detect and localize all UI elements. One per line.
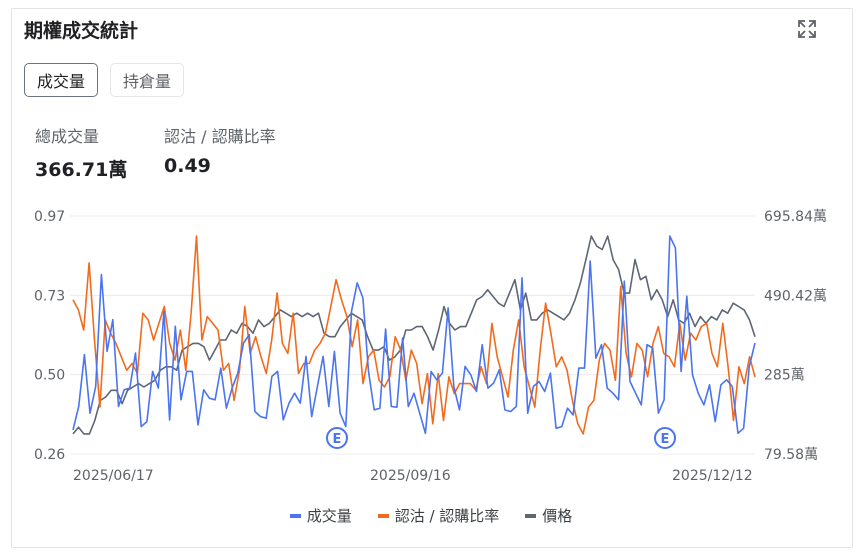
chart-legend: 成交量 認沽 / 認購比率 價格: [0, 505, 862, 526]
legend-swatch: [289, 513, 301, 518]
legend-item-volume[interactable]: 成交量: [289, 505, 352, 526]
event-marker-label: E: [661, 432, 670, 447]
total-volume-label: 總成交量: [35, 127, 100, 146]
legend-item-price[interactable]: 價格: [525, 505, 572, 526]
right-axis-tick: 285萬: [764, 368, 805, 384]
total-volume-value: 366.71萬: [35, 159, 128, 181]
event-marker-label: E: [333, 432, 342, 447]
series-line-put-call-ratio: [72, 235, 756, 435]
left-axis-tick: 0.73: [34, 288, 65, 304]
tab-open-interest[interactable]: 持倉量: [110, 63, 185, 97]
series-line-volume: [72, 235, 756, 435]
legend-label: 價格: [542, 507, 573, 525]
legend-item-put-call-ratio[interactable]: 認沽 / 認購比率: [377, 505, 500, 526]
metric-tabs: 成交量 持倉量: [24, 63, 185, 97]
event-marker-circle: [326, 427, 348, 449]
x-axis-tick: 2025/06/17: [73, 468, 154, 484]
left-axis-tick: 0.50: [34, 368, 65, 384]
x-axis-tick: 2025/12/12: [672, 468, 753, 484]
tab-volume[interactable]: 成交量: [24, 63, 99, 97]
total-volume-stat: 總成交量 366.71萬: [35, 123, 127, 182]
put-call-ratio-stat: 認沽 / 認購比率 0.49: [164, 123, 276, 177]
event-marker[interactable]: E: [654, 427, 676, 449]
right-axis-tick: 695.84萬: [764, 209, 827, 225]
left-axis-tick: 0.26: [34, 447, 65, 463]
event-marker[interactable]: E: [326, 427, 348, 449]
series-line-price: [72, 235, 756, 435]
legend-swatch: [525, 513, 537, 518]
legend-label: 認沽 / 認購比率: [394, 507, 500, 525]
legend-label: 成交量: [306, 507, 352, 525]
legend-swatch: [377, 513, 389, 518]
left-axis-tick: 0.97: [34, 209, 65, 225]
x-axis-tick: 2025/09/16: [370, 468, 451, 484]
event-marker-circle: [654, 427, 676, 449]
right-axis-tick: 79.58萬: [764, 447, 818, 463]
right-axis-tick: 490.42萬: [764, 288, 827, 304]
card-title: 期權成交統計: [24, 20, 139, 42]
put-call-ratio-label: 認沽 / 認購比率: [164, 127, 276, 146]
expand-icon[interactable]: [796, 18, 818, 40]
put-call-ratio-value: 0.49: [164, 155, 211, 177]
options-volume-card: [11, 8, 853, 548]
